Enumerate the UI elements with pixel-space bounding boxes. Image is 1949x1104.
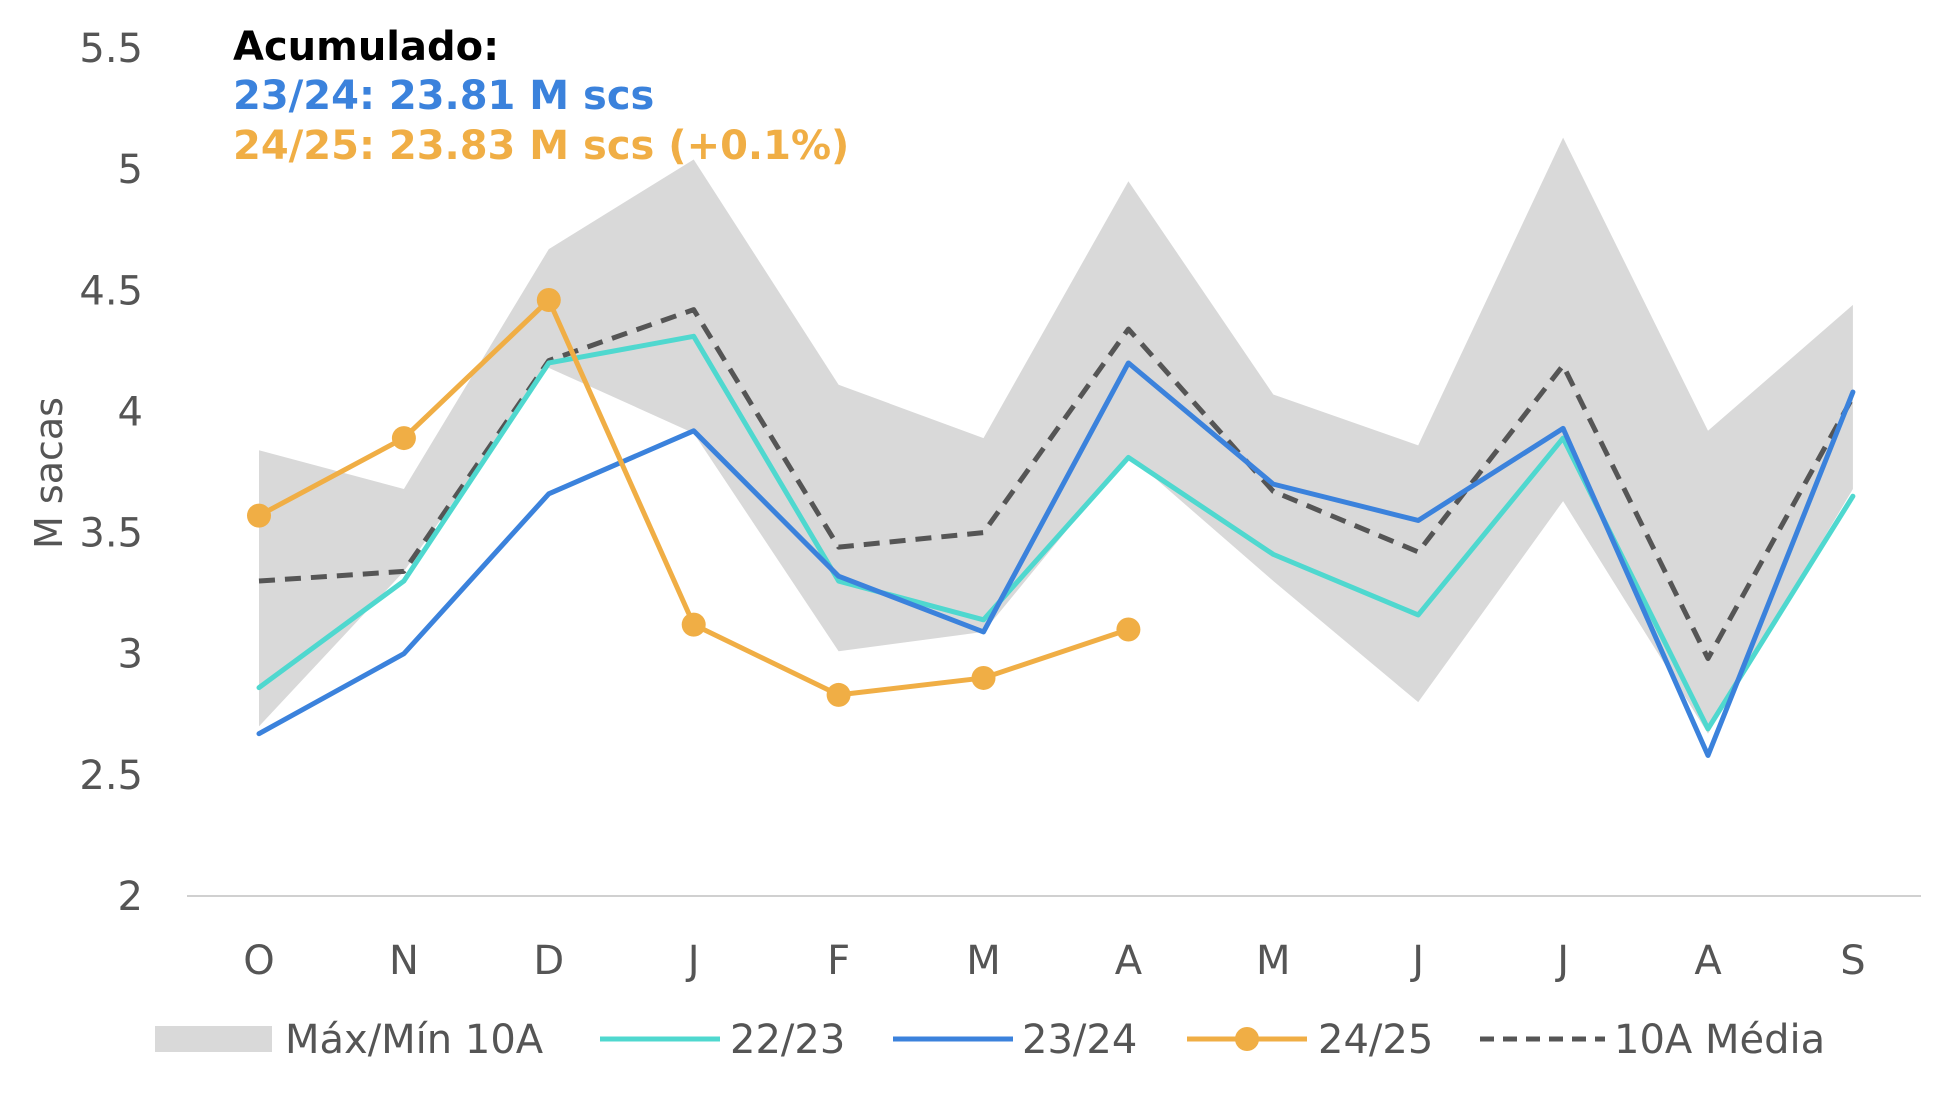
series-line-10a-m-dia xyxy=(258,307,1856,662)
legend-label-band: Máx/Mín 10A xyxy=(285,1017,544,1063)
legend-item-2324: 23/24 xyxy=(893,1017,1137,1063)
x-tick-label: M xyxy=(1256,938,1291,984)
point-24-25-0 xyxy=(247,503,271,528)
annotation: Acumulado: 23/24: 23.81 M scs 24/25: 23.… xyxy=(233,24,849,169)
x-tick-label: A xyxy=(1115,938,1143,984)
annotation-line-2425: 24/25: 23.83 M scs (+0.1%) xyxy=(233,123,849,169)
marker-layer xyxy=(247,287,1141,707)
legend: Máx/Mín 10A 22/23 23/24 24/25 10A Média xyxy=(155,1017,1825,1063)
point-24-25-2 xyxy=(536,287,561,312)
y-tick-label: 4.5 xyxy=(79,268,143,314)
x-tick-label: J xyxy=(1554,938,1569,984)
x-tick-label: J xyxy=(685,938,700,984)
y-tick-label: 3.5 xyxy=(79,511,143,557)
x-tick-label: O xyxy=(243,938,274,984)
y-tick-label: 2.5 xyxy=(79,753,143,799)
legend-swatch-band xyxy=(155,1026,272,1052)
annotation-title: Acumulado: xyxy=(233,24,499,70)
point-24-25-5 xyxy=(971,665,996,690)
y-tick-label: 2 xyxy=(118,874,143,920)
y-tick-label: 5 xyxy=(118,147,143,193)
minmax-band xyxy=(259,137,1853,734)
legend-item-band: Máx/Mín 10A xyxy=(155,1017,544,1063)
legend-label-2425: 24/25 xyxy=(1318,1017,1433,1063)
x-tick-label: S xyxy=(1840,938,1865,984)
legend-marker-2425 xyxy=(1235,1027,1259,1051)
legend-item-2425: 24/25 xyxy=(1187,1017,1433,1063)
x-tick-label: D xyxy=(533,938,564,984)
legend-item-10a-media: 10A Média xyxy=(1480,1017,1825,1063)
y-tick-label: 3 xyxy=(118,632,143,678)
y-tick-labels: 2 2.5 3 3.5 4 4.5 5 5.5 xyxy=(79,26,143,920)
point-24-25-6 xyxy=(1116,617,1141,642)
x-tick-label: J xyxy=(1409,938,1424,984)
x-tick-label: F xyxy=(827,938,850,984)
point-24-25-3 xyxy=(681,612,706,637)
minmax-band-layer xyxy=(259,137,1853,734)
point-24-25-1 xyxy=(391,426,416,451)
y-tick-label: 4 xyxy=(118,389,143,435)
y-axis-label: M sacas xyxy=(27,397,71,549)
annotation-line-2324: 23/24: 23.81 M scs xyxy=(233,73,654,119)
series-line-23-24 xyxy=(256,360,1856,758)
legend-label-2324: 23/24 xyxy=(1022,1017,1137,1063)
y-tick-label: 5.5 xyxy=(79,26,143,72)
x-tick-label: M xyxy=(966,938,1001,984)
legend-label-10a-media: 10A Média xyxy=(1614,1017,1825,1063)
x-tick-label: A xyxy=(1694,938,1722,984)
x-tick-label: N xyxy=(389,938,419,984)
point-24-25-4 xyxy=(826,682,851,707)
legend-item-2223: 22/23 xyxy=(600,1017,845,1063)
legend-label-2223: 22/23 xyxy=(730,1017,845,1063)
